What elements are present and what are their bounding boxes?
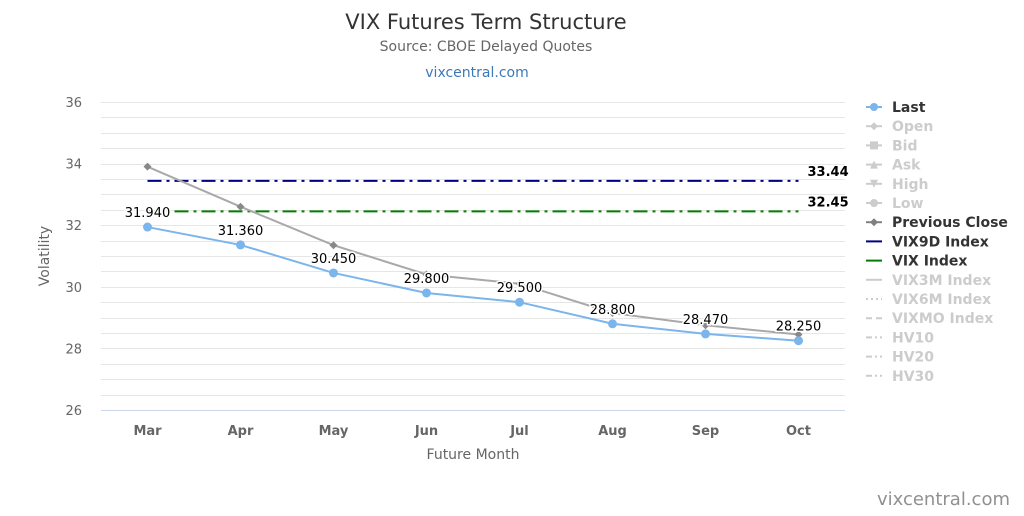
last-point[interactable]	[608, 319, 617, 329]
previous-close-point[interactable]	[608, 308, 617, 317]
legend-label: Last	[892, 100, 926, 116]
legend-item-ask[interactable]: Ask	[866, 158, 921, 174]
last-point[interactable]	[515, 297, 524, 307]
vix9d-index-value-label: 33.44	[808, 165, 849, 180]
legend-label: VIX6M Index	[892, 292, 991, 308]
legend-label: Ask	[892, 158, 921, 174]
y-tick-label: 32	[65, 219, 82, 234]
x-tick-label: Mar	[133, 424, 162, 439]
chart-title: VIX Futures Term Structure	[345, 10, 626, 34]
previous-close-point[interactable]	[143, 162, 152, 171]
previous-close-point[interactable]	[794, 330, 803, 339]
y-tick-label: 36	[65, 96, 82, 111]
legend-marker	[870, 122, 878, 131]
previous-close-point[interactable]	[515, 279, 524, 288]
legend-marker	[870, 179, 878, 188]
x-axis-title: Future Month	[427, 447, 520, 463]
last-data-label: 28.250	[776, 320, 822, 335]
legend-item-bid[interactable]: Bid	[866, 138, 918, 154]
last-point[interactable]	[236, 240, 245, 250]
legend-item-vix-index[interactable]: VIX Index	[866, 254, 967, 270]
last-data-label: 29.500	[497, 281, 543, 296]
legend-item-vix9d-index[interactable]: VIX9D Index	[866, 234, 989, 250]
grid-lines	[101, 102, 845, 411]
last-data-label: 28.470	[683, 313, 729, 328]
legend-label: HV20	[892, 350, 934, 366]
x-tick-label: Oct	[786, 424, 811, 439]
x-tick-label: Sep	[692, 424, 720, 439]
credits-link[interactable]: vixcentral.com	[877, 489, 1010, 510]
legend-item-last[interactable]: Last	[866, 100, 926, 116]
legend-item-hv30[interactable]: HV30	[866, 369, 934, 385]
vix-index-value-label: 32.45	[808, 195, 849, 210]
legend-marker	[870, 103, 878, 111]
y-tick-label: 30	[65, 281, 82, 296]
legend-item-hv20[interactable]: HV20	[866, 350, 934, 366]
previous-close-point[interactable]	[329, 241, 338, 250]
legend-item-low[interactable]: Low	[866, 196, 924, 212]
previous-close-point[interactable]	[236, 202, 245, 211]
legend-label: HV10	[892, 330, 934, 346]
x-tick-label: Jul	[509, 424, 529, 439]
legend-item-high[interactable]: High	[866, 177, 929, 193]
last-data-label: 31.360	[218, 224, 264, 239]
legend-label: High	[892, 177, 929, 193]
legend-item-previous-close[interactable]: Previous Close	[866, 215, 1008, 231]
last-point[interactable]	[701, 329, 710, 339]
legend-marker	[870, 160, 878, 169]
legend-label: VIXMO Index	[892, 311, 993, 327]
legend-marker	[870, 199, 878, 207]
y-tick-label: 26	[65, 404, 82, 419]
last-data-label: 29.800	[404, 272, 450, 287]
last-data-label: 31.940	[125, 206, 171, 221]
last-point[interactable]	[329, 268, 338, 278]
y-tick-label: 34	[65, 158, 82, 173]
legend-label: Previous Close	[892, 215, 1008, 231]
last-point[interactable]	[143, 222, 152, 232]
data-labels: 33.44 32.45 31.940 31.360 30.450 29.800 29.500…	[123, 165, 849, 336]
legend-label: Bid	[892, 138, 918, 154]
previous-close-point[interactable]	[701, 321, 710, 330]
legend-label: VIX3M Index	[892, 273, 991, 289]
legend-item-vix6m-index[interactable]: VIX6M Index	[866, 292, 991, 308]
x-tick-label: Aug	[598, 424, 627, 439]
legend: Last Open Bid Ask High Low Previous Close VIX9D…	[866, 100, 1008, 385]
previous-close-line	[147, 165, 799, 336]
y-tick-label: 28	[65, 342, 82, 357]
series-layer	[143, 162, 803, 346]
x-tick-label: May	[319, 424, 349, 439]
last-data-label: 28.800	[590, 303, 636, 318]
legend-label: HV30	[892, 369, 934, 385]
vixcentral-link[interactable]: vixcentral.com	[425, 65, 528, 81]
last-point[interactable]	[422, 288, 431, 298]
y-axis-title: Volatility	[37, 226, 53, 286]
last-line	[147, 226, 799, 342]
legend-label: Low	[892, 196, 924, 212]
last-data-label: 30.450	[311, 252, 357, 267]
x-tick-label: Apr	[228, 424, 254, 439]
legend-item-open[interactable]: Open	[866, 119, 933, 135]
legend-item-vix3m-index[interactable]: VIX3M Index	[866, 273, 991, 289]
chart-subtitle: Source: CBOE Delayed Quotes	[380, 39, 593, 55]
last-point[interactable]	[794, 336, 803, 346]
legend-marker	[870, 218, 878, 227]
previous-close-point[interactable]	[422, 270, 431, 279]
legend-marker	[870, 141, 878, 150]
legend-label: Open	[892, 119, 933, 135]
legend-label: VIX Index	[892, 254, 967, 270]
legend-item-hv10[interactable]: HV10	[866, 330, 934, 346]
x-tick-label: Jun	[414, 424, 438, 439]
legend-label: VIX9D Index	[892, 234, 989, 250]
axes: 26 28 30 32 34 36 Mar Apr May Jun Jul Aug Sep Oct	[65, 96, 845, 439]
legend-item-vixmo-index[interactable]: VIXMO Index	[866, 311, 993, 327]
